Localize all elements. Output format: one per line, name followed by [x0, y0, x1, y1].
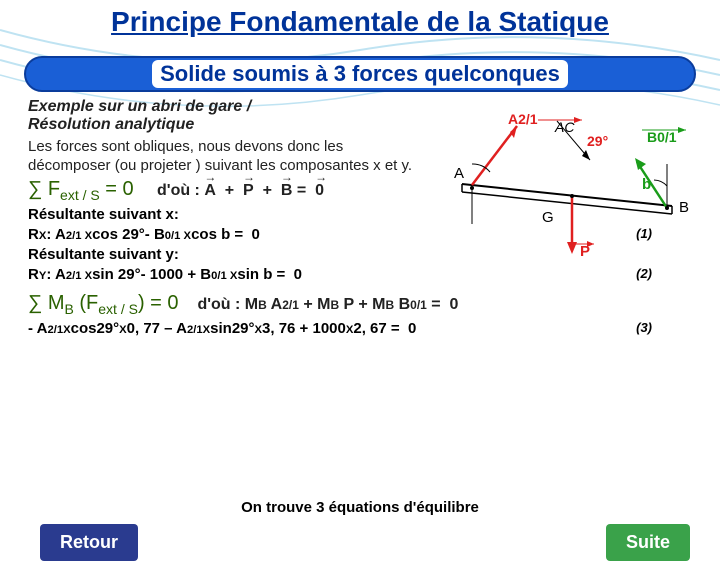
- eq-number-2: (2): [636, 265, 652, 283]
- sum-forces-equation: ∑ Fext / S = 0: [28, 176, 139, 202]
- resultante-y-line: RY: A2/1 Xsin 29°- 1000 + B0/1 Xsin b = …: [28, 265, 692, 285]
- resultante-y-title: Résultante suivant y:: [28, 245, 692, 265]
- eq2-b: B: [64, 301, 73, 317]
- eq2-rhs: ) = 0: [138, 292, 179, 314]
- eq-number-3: (3): [636, 319, 652, 337]
- conclusion-line: On trouve 3 équations d'équilibre: [0, 499, 720, 516]
- suite-button[interactable]: Suite: [606, 524, 690, 561]
- resultante-x-title: Résultante suivant x:: [28, 205, 692, 225]
- body-paragraph: Les forces sont obliques, nous devons do…: [28, 134, 428, 176]
- eq1-expl-prefix: d'où :: [157, 182, 204, 199]
- eq-number-1: (1): [636, 225, 652, 243]
- example-line-2: Résolution analytique: [28, 116, 692, 134]
- eq1-rhs: = 0: [100, 178, 134, 200]
- eq2-lhs: ∑ M: [28, 292, 64, 314]
- eq2-explanation: d'où : MB A2/1 + MB P + MB B0/1 = 0: [197, 296, 458, 313]
- subtitle-bar: Solide soumis à 3 forces quelconques: [24, 56, 696, 92]
- moment-numeric-line: - A2/1Xcos29°X0, 77 – A2/1Xsin29°X3, 76 …: [28, 319, 692, 339]
- eq2-f: (F: [74, 292, 98, 314]
- eq1-sub: ext / S: [60, 187, 100, 203]
- sum-moments-equation: ∑ MB (Fext / S) = 0: [28, 290, 184, 316]
- eq2-sub: ext / S: [98, 301, 138, 317]
- resultante-x-line: RX: A2/1 Xcos 29°- B0/1 Xcos b = 0 (1): [28, 225, 692, 245]
- page-title: Principe Fondamentale de la Statique: [0, 0, 720, 38]
- retour-button[interactable]: Retour: [40, 524, 138, 561]
- example-line-1: Exemple sur un abri de gare /: [28, 98, 692, 116]
- subtitle-text: Solide soumis à 3 forces quelconques: [152, 60, 568, 88]
- eq1-explanation: d'où : A + P + B = 0: [157, 182, 324, 199]
- eq1-lhs: ∑ F: [28, 178, 60, 200]
